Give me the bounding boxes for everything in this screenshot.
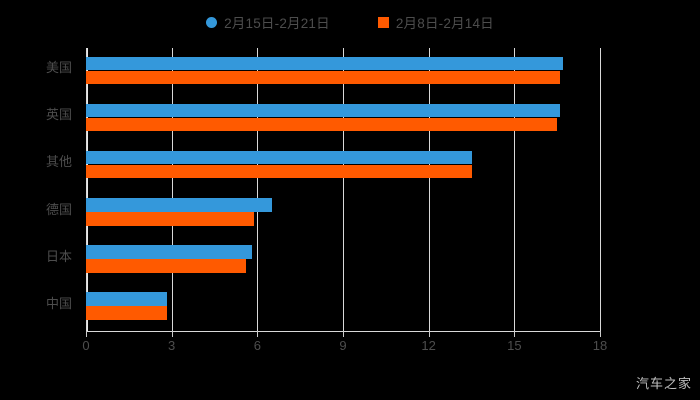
- x-axis-tick: [428, 331, 430, 337]
- bar[interactable]: [86, 103, 561, 118]
- x-axis-tick-label: 15: [507, 338, 522, 353]
- legend-item-series-2[interactable]: 2月8日-2月14日: [377, 12, 494, 32]
- plot-area: 美国英国其他德国日本中国: [46, 48, 601, 331]
- bar[interactable]: [86, 150, 472, 165]
- bar-group: 日本: [46, 237, 600, 284]
- bar[interactable]: [86, 245, 252, 259]
- gridline: [343, 48, 344, 331]
- chart-legend: 2月15日-2月21日 2月8日-2月14日: [0, 12, 700, 32]
- x-axis-tick-label: 0: [82, 338, 90, 353]
- legend-item-series-1[interactable]: 2月15日-2月21日: [206, 12, 330, 32]
- legend-label-series-1: 2月15日-2月21日: [224, 16, 330, 31]
- bar-group: 英国: [46, 95, 600, 142]
- x-axis-tick-label: 9: [339, 338, 347, 353]
- bar[interactable]: [86, 56, 563, 70]
- x-axis-tick-label: 12: [421, 338, 436, 353]
- bar[interactable]: [86, 117, 558, 132]
- bar[interactable]: [86, 164, 472, 179]
- x-axis-tick-label: 18: [592, 338, 608, 353]
- x-axis-tick: [343, 331, 344, 337]
- y-axis-tick-label: 其他: [45, 154, 72, 170]
- gridline: [600, 48, 601, 331]
- x-axis-tick: [171, 331, 173, 337]
- square-marker-icon: [377, 16, 389, 28]
- bar[interactable]: [86, 212, 255, 226]
- bar-group: 其他: [46, 142, 600, 189]
- x-axis-tick: [257, 331, 259, 337]
- legend-label-series-2: 2月8日-2月14日: [395, 16, 494, 31]
- y-axis-tick-label: 英国: [45, 107, 72, 123]
- gridline: [257, 48, 259, 331]
- gridline: [171, 48, 173, 331]
- y-axis-tick-label: 中国: [45, 295, 72, 311]
- bar-group: 中国: [46, 284, 600, 331]
- x-axis-tick-label: 6: [253, 338, 261, 353]
- y-axis-tick-label: 日本: [45, 248, 72, 264]
- y-axis-tick-label: 美国: [45, 60, 72, 75]
- bar[interactable]: [86, 306, 168, 320]
- bar[interactable]: [86, 259, 246, 273]
- circle-marker-icon: [206, 16, 218, 28]
- bar-group: 德国: [46, 190, 600, 237]
- gridline: [428, 48, 430, 331]
- bar[interactable]: [86, 198, 272, 212]
- x-axis-tick: [86, 331, 87, 337]
- x-axis-tick: [514, 331, 516, 337]
- bar-group: 美国: [46, 48, 600, 95]
- bar[interactable]: [86, 292, 168, 306]
- y-axis-tick-label: 德国: [45, 201, 72, 217]
- bar[interactable]: [86, 70, 561, 84]
- gridline: [86, 48, 87, 331]
- x-axis-tick-label: 3: [168, 338, 176, 353]
- gridline: [514, 48, 516, 331]
- x-axis-tick: [600, 331, 601, 337]
- watermark-label: 汽车之家: [635, 376, 692, 391]
